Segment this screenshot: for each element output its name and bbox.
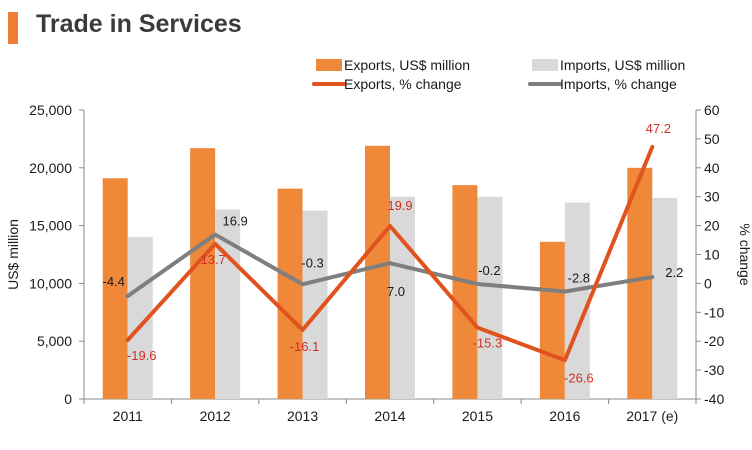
exports-change-label: -26.6: [564, 370, 594, 385]
right-tick-label: 0: [704, 275, 712, 291]
right-tick-label: -40: [704, 391, 724, 407]
imports-change-label: -4.4: [103, 274, 125, 289]
right-tick-label: 10: [704, 247, 720, 263]
exports-bar: [102, 178, 128, 399]
legend-swatch: [316, 59, 342, 71]
exports-change-label: -15.3: [473, 336, 503, 351]
exports-change-label: -19.6: [127, 348, 157, 363]
right-tick-label: 50: [704, 131, 720, 147]
exports-change-label: 47.2: [646, 121, 671, 136]
legend-label: Imports, US$ million: [560, 57, 685, 73]
exports-change-label: 19.9: [387, 198, 412, 213]
right-tick-label: 30: [704, 189, 720, 205]
exports-bar: [627, 167, 653, 399]
right-tick-label: 20: [704, 218, 720, 234]
right-tick-label: 60: [704, 102, 720, 118]
x-tick-label: 2012: [200, 408, 231, 424]
right-tick-label: 40: [704, 160, 720, 176]
right-axis-title: % change: [737, 223, 752, 285]
right-tick-label: -20: [704, 333, 724, 349]
left-tick-label: 15,000: [29, 218, 72, 234]
title-accent-bar: [8, 12, 18, 44]
exports-bar: [277, 188, 303, 399]
left-tick-label: 5,000: [37, 333, 72, 349]
imports-bar: [564, 202, 590, 399]
legend-label: Exports, US$ million: [344, 57, 470, 73]
left-axis-title: US$ million: [5, 219, 21, 290]
x-tick-label: 2013: [287, 408, 318, 424]
left-tick-label: 10,000: [29, 275, 72, 291]
legend-label: Imports, % change: [560, 76, 677, 92]
imports-bar: [652, 197, 678, 399]
legend-label: Exports, % change: [344, 76, 462, 92]
right-tick-label: -10: [704, 304, 724, 320]
x-tick-label: 2017 (e): [626, 408, 678, 424]
x-tick-label: 2015: [462, 408, 493, 424]
page-title: Trade in Services: [36, 10, 242, 38]
exports-change-label: -16.1: [290, 339, 320, 354]
imports-change-line: [125, 232, 655, 299]
left-tick-label: 25,000: [29, 102, 72, 118]
imports-change-label: 16.9: [222, 214, 247, 229]
x-tick-label: 2011: [113, 408, 143, 424]
imports-change-label: 2.2: [665, 265, 683, 280]
imports-change-label: 7.0: [387, 284, 405, 299]
imports-change-label: -0.3: [301, 255, 323, 270]
exports-bar: [452, 185, 478, 399]
left-tick-label: 0: [64, 391, 72, 407]
exports-bar: [539, 241, 565, 399]
x-tick-label: 2014: [374, 408, 405, 424]
imports-change-label: -2.8: [568, 270, 590, 285]
exports-bar: [190, 148, 216, 399]
imports-change-label: -0.2: [478, 263, 500, 278]
left-tick-label: 20,000: [29, 160, 72, 176]
exports-change-label: 13.7: [200, 252, 225, 267]
imports-bar: [477, 196, 503, 399]
exports-bar: [365, 145, 390, 399]
exports-change-line: [125, 144, 655, 363]
legend-swatch: [532, 59, 558, 71]
right-tick-label: -30: [704, 362, 724, 378]
x-tick-label: 2016: [549, 408, 580, 424]
